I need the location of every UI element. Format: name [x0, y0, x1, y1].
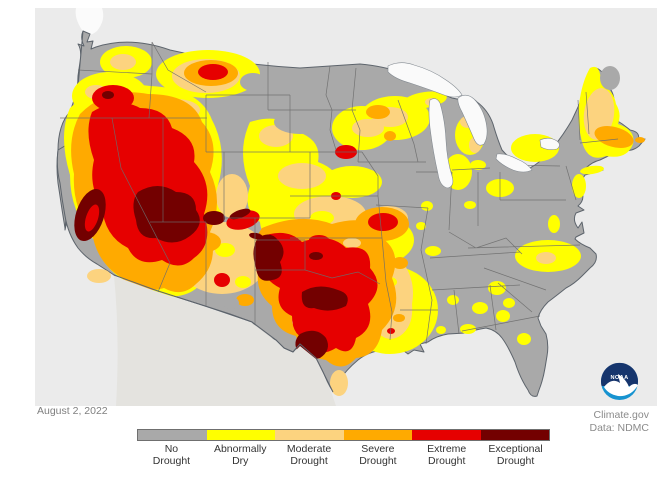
legend-label-extreme: Extreme Drought [427, 443, 467, 467]
noaa-logo-text: NOAA [610, 375, 628, 381]
legend-swatch-severe [343, 430, 412, 440]
legend-label-abnormally-dry: Abnormally Dry [213, 443, 267, 467]
legend-color-bar [137, 429, 550, 441]
state-borders [60, 41, 619, 345]
mexico-land [114, 276, 336, 406]
noaa-logo: NOAA [601, 362, 638, 400]
legend-label-severe: Severe Drought [359, 443, 397, 467]
attribution-source: Climate.gov [593, 409, 649, 421]
canada-coast-shape [75, 8, 104, 35]
attribution-data-source: Data: NDMC [589, 421, 649, 434]
attribution: Climate.gov Data: NDMC [589, 409, 649, 434]
drought-legend: No Drought Abnormally Dry Moderate Drought … [137, 429, 550, 467]
map-date-label: August 2, 2022 [37, 405, 108, 417]
great-lakes [387, 62, 560, 189]
legend-label-moderate: Moderate Drought [286, 443, 332, 467]
legend-labels: No Drought Abnormally Dry Moderate Drought … [137, 443, 550, 467]
legend-label-exceptional: Exceptional Drought [488, 443, 543, 467]
legend-label-no-drought: No Drought [152, 443, 191, 467]
legend-swatch-abnormally-dry [206, 430, 275, 440]
mexico-border-line [113, 274, 334, 393]
legend-swatch-exceptional [480, 430, 549, 440]
legend-swatch-no-drought [138, 430, 207, 440]
no-drought-patches [223, 66, 620, 309]
legend-swatch-extreme [412, 430, 481, 440]
legend-swatch-moderate [275, 430, 344, 440]
